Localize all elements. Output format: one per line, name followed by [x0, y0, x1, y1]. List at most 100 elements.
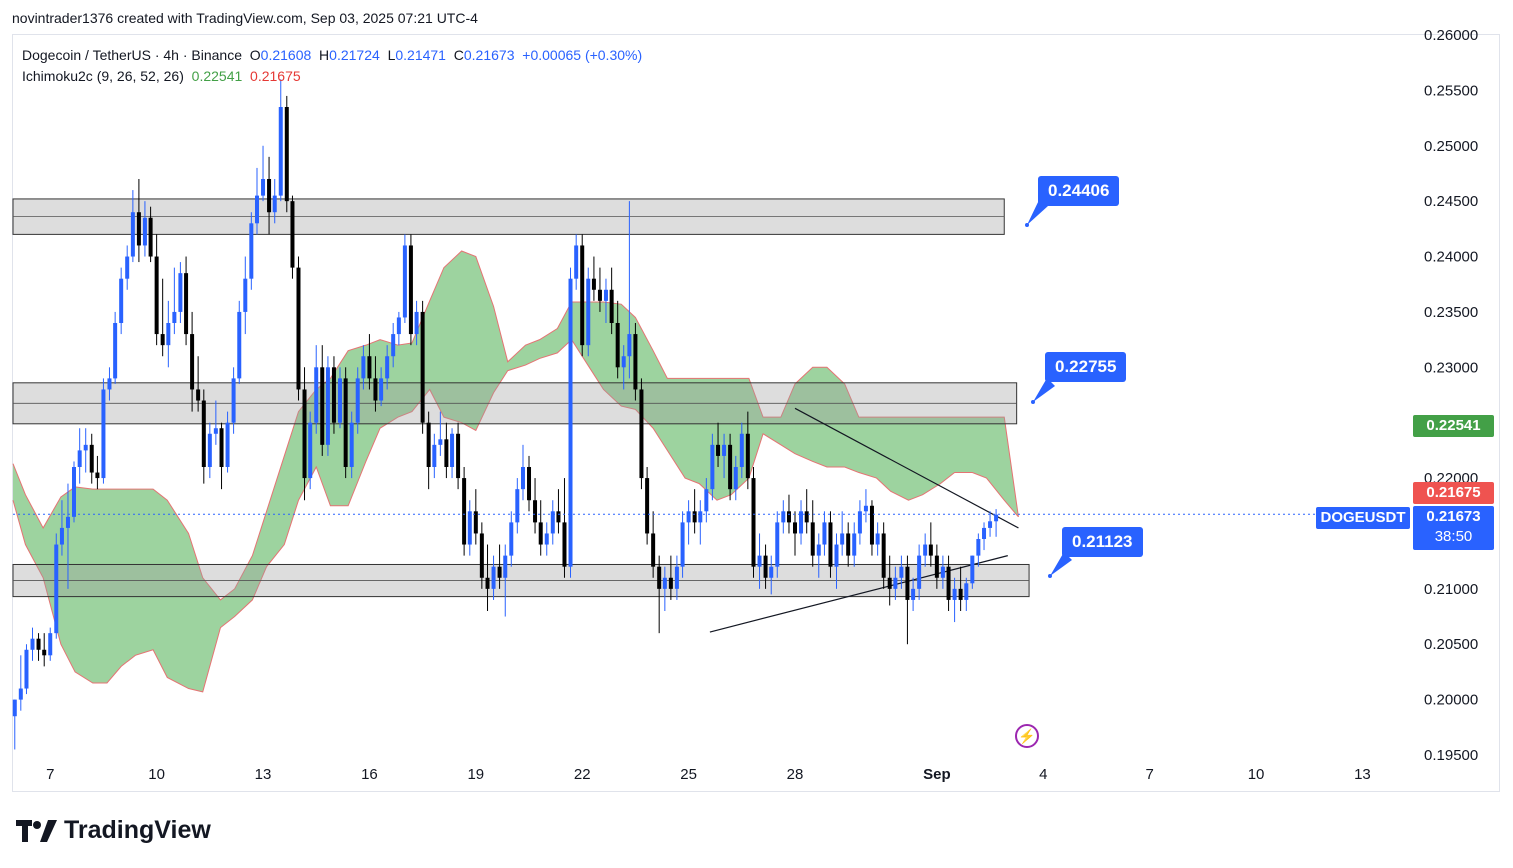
price-axis-tick-label: 0.21000 [1424, 581, 1478, 598]
price-axis-tick-label: 0.25500 [1424, 82, 1478, 99]
candle [154, 234, 159, 346]
candle-body [396, 317, 401, 335]
candle [71, 461, 76, 523]
candle [373, 356, 378, 412]
candle-body [278, 107, 283, 196]
candle-body [101, 389, 106, 479]
candle-body [615, 323, 620, 368]
candle [36, 633, 41, 661]
candle [420, 300, 425, 434]
candle [83, 428, 88, 473]
candle [136, 179, 141, 263]
candle [396, 311, 401, 346]
candle [775, 511, 780, 578]
candle [810, 500, 815, 567]
candle [267, 156, 272, 235]
callout-middle[interactable]: 0.22755 [1045, 352, 1127, 382]
candle-body [296, 267, 301, 390]
candle [438, 411, 443, 456]
candle [905, 555, 910, 645]
candle-body [444, 439, 449, 467]
candle-body [538, 522, 543, 545]
candle [284, 95, 289, 213]
candle [142, 201, 147, 257]
candle-body [497, 566, 502, 578]
candle-body [24, 649, 29, 689]
symbol-title[interactable]: Dogecoin / TetherUS · 4h · Binance [22, 47, 242, 63]
candle [385, 345, 390, 390]
candle [828, 511, 833, 578]
candle [834, 533, 839, 589]
candle [976, 533, 981, 567]
candle-body [645, 478, 650, 534]
indicator-title[interactable]: Ichimoku2c (9, 26, 52, 26) [22, 68, 184, 84]
candle [562, 478, 567, 578]
candle [597, 267, 602, 312]
callout-bottom[interactable]: 0.21123 [1062, 527, 1143, 557]
candle [662, 566, 667, 611]
callout-top[interactable]: 0.24406 [1038, 176, 1120, 206]
callout-pointer-3 [1050, 552, 1072, 576]
candle [964, 577, 969, 611]
price-axis-tick-label: 0.24000 [1424, 249, 1478, 266]
candle [639, 378, 644, 490]
candle-body [763, 555, 768, 578]
candle [219, 422, 224, 490]
candle-body [580, 245, 585, 346]
tradingview-logo: TradingView [16, 816, 211, 845]
candle-body [308, 422, 313, 479]
candle-body [237, 311, 242, 379]
candle-body [739, 433, 744, 467]
candle-body [438, 439, 443, 445]
candle [591, 256, 596, 301]
candle-body [402, 245, 407, 318]
candle [308, 411, 313, 490]
candle [586, 267, 591, 357]
candle-body [822, 522, 827, 545]
candle-body [840, 533, 845, 545]
candle [857, 500, 862, 545]
lightning-icon[interactable]: ⚡ [1015, 724, 1039, 748]
candle [651, 511, 656, 578]
time-axis[interactable]: 7 10 13 16 19 22 25 28 Sep 4 7 10 13 [46, 766, 1371, 783]
candle-body [544, 533, 549, 545]
candle [893, 566, 898, 600]
candle-body [225, 422, 230, 467]
candle [361, 345, 366, 390]
candle-body [361, 356, 366, 379]
open-value: 0.21608 [260, 47, 312, 63]
low-label: L [387, 47, 396, 63]
candle [538, 500, 543, 556]
candle [18, 655, 23, 711]
candle-body [219, 428, 224, 467]
time-axis-tick-label: 22 [574, 766, 591, 783]
bar-countdown: 38:50 [1434, 528, 1473, 545]
candle-body [420, 311, 425, 423]
candle-body [556, 511, 561, 523]
symbol-tag: DOGEUSDT [1316, 507, 1410, 529]
candle-body [65, 516, 70, 528]
candle [799, 500, 804, 545]
candle [804, 489, 809, 534]
candle-body [54, 544, 59, 634]
candle-body [692, 511, 697, 523]
candle-body [923, 544, 928, 556]
candle-body [952, 588, 957, 600]
candle-body [503, 555, 508, 578]
price-axis-tick-label: 0.24500 [1424, 193, 1478, 210]
candle [119, 267, 124, 335]
candle [520, 444, 525, 501]
candle [450, 428, 455, 479]
candle-body [320, 367, 325, 445]
candle-body [857, 511, 862, 534]
candle-body [917, 555, 922, 589]
candle-body [267, 179, 272, 213]
candle-body [574, 245, 579, 279]
candle [911, 577, 916, 611]
price-axis[interactable]: 0.26000 0.25500 0.25000 0.24500 0.24000 0.235… [1424, 27, 1478, 764]
candle [491, 555, 496, 600]
candle [769, 555, 774, 595]
candle [698, 500, 703, 545]
candle-body [207, 433, 212, 467]
